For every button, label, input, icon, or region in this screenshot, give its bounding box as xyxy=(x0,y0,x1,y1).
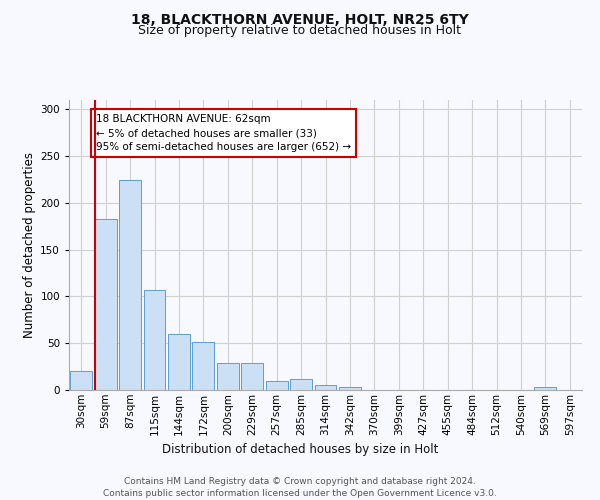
Bar xyxy=(314,386,337,390)
Text: 18, BLACKTHORN AVENUE, HOLT, NR25 6TY: 18, BLACKTHORN AVENUE, HOLT, NR25 6TY xyxy=(131,12,469,26)
Bar xyxy=(290,379,312,390)
Bar xyxy=(266,380,287,390)
Bar xyxy=(535,387,556,390)
Y-axis label: Number of detached properties: Number of detached properties xyxy=(23,152,36,338)
Bar xyxy=(143,290,166,390)
Bar xyxy=(339,387,361,390)
Bar xyxy=(241,363,263,390)
Text: Contains HM Land Registry data © Crown copyright and database right 2024.
Contai: Contains HM Land Registry data © Crown c… xyxy=(103,478,497,498)
Bar xyxy=(217,363,239,390)
Bar xyxy=(70,372,92,390)
Bar xyxy=(168,334,190,390)
Text: 18 BLACKTHORN AVENUE: 62sqm
← 5% of detached houses are smaller (33)
95% of semi: 18 BLACKTHORN AVENUE: 62sqm ← 5% of deta… xyxy=(96,114,351,152)
Text: Size of property relative to detached houses in Holt: Size of property relative to detached ho… xyxy=(139,24,461,37)
Bar xyxy=(95,219,116,390)
Bar xyxy=(119,180,141,390)
Bar xyxy=(193,342,214,390)
Text: Distribution of detached houses by size in Holt: Distribution of detached houses by size … xyxy=(162,442,438,456)
